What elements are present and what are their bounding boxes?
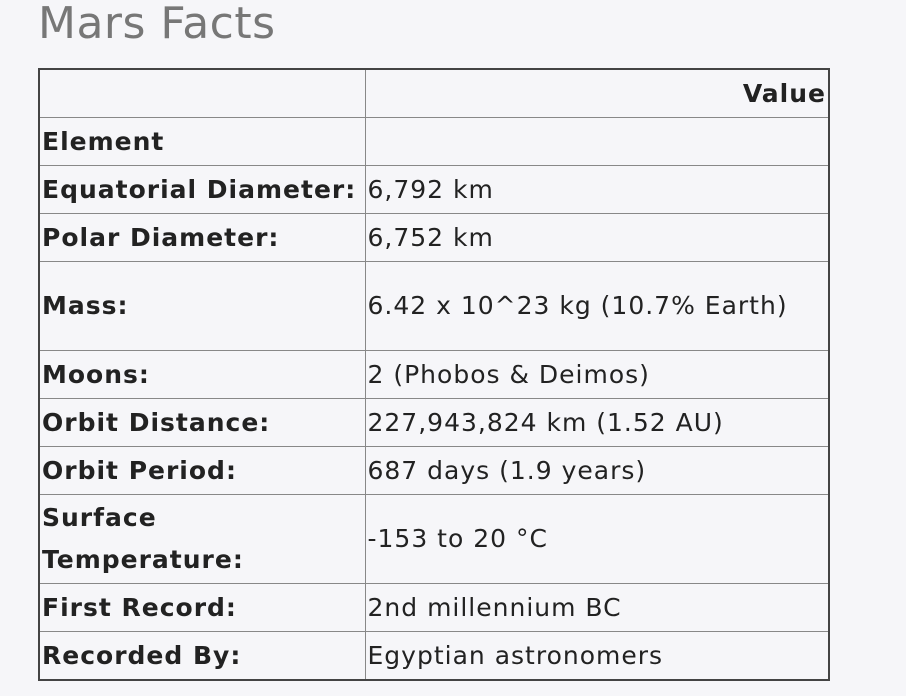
table-header-row: Value	[38, 68, 830, 118]
row-label: Moons:	[38, 350, 366, 399]
row-value: 2 (Phobos & Deimos)	[364, 350, 830, 399]
table-row: Polar Diameter: 6,752 km	[38, 213, 830, 262]
table-row: Equatorial Diameter: 6,792 km	[38, 165, 830, 214]
row-label: Orbit Distance:	[38, 398, 366, 447]
row-value: 227,943,824 km (1.52 AU)	[364, 398, 830, 447]
row-label: Surface Temperature:	[38, 494, 366, 584]
row-value: 6,752 km	[364, 213, 830, 262]
table-row: Orbit Period: 687 days (1.9 years)	[38, 446, 830, 495]
row-value: 687 days (1.9 years)	[364, 446, 830, 495]
table-row: First Record: 2nd millennium BC	[38, 583, 830, 632]
row-label: Equatorial Diameter:	[38, 165, 366, 214]
header-value-cell: Value	[364, 68, 830, 118]
table-row: Moons: 2 (Phobos & Deimos)	[38, 350, 830, 399]
row-value: 6.42 x 10^23 kg (10.7% Earth)	[364, 261, 830, 351]
table-row: Surface Temperature: -153 to 20 °C	[38, 494, 830, 584]
table-row: Orbit Distance: 227,943,824 km (1.52 AU)	[38, 398, 830, 447]
page-title: Mars Facts	[38, 0, 276, 49]
table-index-row: Element	[38, 117, 830, 166]
row-value: 6,792 km	[364, 165, 830, 214]
row-value: Egyptian astronomers	[364, 631, 830, 681]
row-value: -153 to 20 °C	[364, 494, 830, 584]
row-label: Recorded By:	[38, 631, 366, 681]
index-label-cell: Element	[38, 117, 366, 166]
row-value: 2nd millennium BC	[364, 583, 830, 632]
row-label: Polar Diameter:	[38, 213, 366, 262]
mars-facts-table: Value Element Equatorial Diameter: 6,792…	[38, 68, 830, 681]
row-label: Orbit Period:	[38, 446, 366, 495]
table-row: Recorded By: Egyptian astronomers	[38, 631, 830, 681]
index-empty-cell	[364, 117, 830, 166]
header-empty-cell	[38, 68, 366, 118]
row-label: First Record:	[38, 583, 366, 632]
row-label: Mass:	[38, 261, 366, 351]
table-row: Mass: 6.42 x 10^23 kg (10.7% Earth)	[38, 261, 830, 351]
